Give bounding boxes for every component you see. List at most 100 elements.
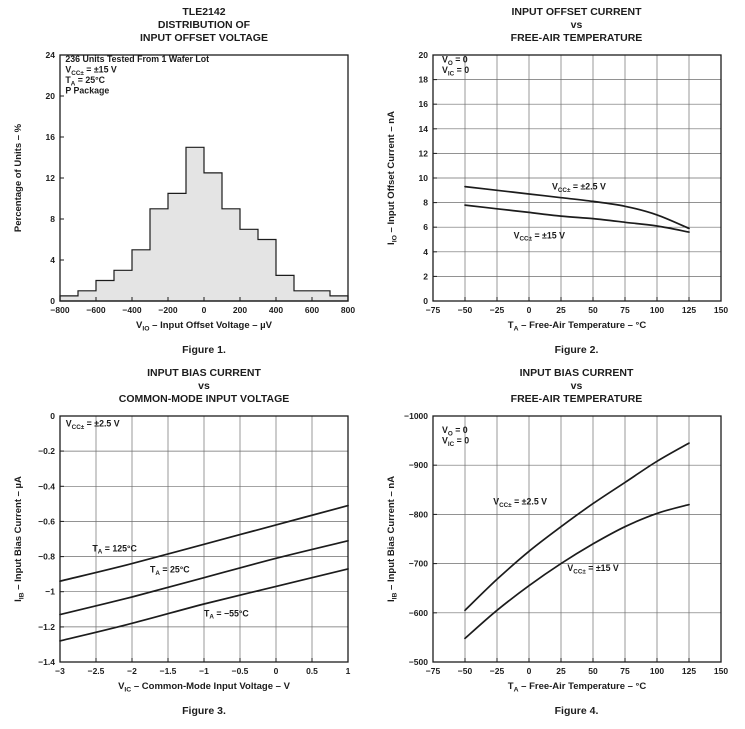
svg-text:16: 16 <box>418 99 428 109</box>
svg-text:VIC = 0: VIC = 0 <box>442 436 469 448</box>
svg-text:8: 8 <box>50 214 55 224</box>
svg-text:50: 50 <box>588 666 598 676</box>
svg-text:0: 0 <box>50 411 55 421</box>
svg-text:50: 50 <box>588 305 598 315</box>
figure-title-line: vs <box>570 19 583 31</box>
svg-text:VCC± = ±2.5 V: VCC± = ±2.5 V <box>66 419 120 431</box>
svg-text:18: 18 <box>418 75 428 85</box>
svg-text:0.5: 0.5 <box>306 666 318 676</box>
svg-text:2: 2 <box>423 271 428 281</box>
svg-text:150: 150 <box>713 305 727 315</box>
svg-text:20: 20 <box>46 91 56 101</box>
figure-2-title: INPUT OFFSET CURRENT vs FREE-AIR TEMPERA… <box>381 6 737 45</box>
figure-title-line: TLE2142 <box>182 6 226 18</box>
svg-text:VO = 0: VO = 0 <box>442 54 468 66</box>
svg-text:0: 0 <box>202 305 207 315</box>
svg-text:VCC± = ±15 V: VCC± = ±15 V <box>65 65 117 77</box>
svg-text:TA = −55°C: TA = −55°C <box>204 608 249 620</box>
svg-text:−25: −25 <box>489 305 504 315</box>
svg-text:20: 20 <box>418 50 428 60</box>
svg-text:−0.8: −0.8 <box>38 552 55 562</box>
figure-4-title: INPUT BIAS CURRENT vs FREE-AIR TEMPERATU… <box>381 367 737 406</box>
svg-text:800: 800 <box>341 305 355 315</box>
svg-text:VCC± = ±2.5 V: VCC± = ±2.5 V <box>552 182 606 194</box>
figure-title-line: FREE-AIR TEMPERATURE <box>510 393 643 405</box>
svg-text:−75: −75 <box>425 305 440 315</box>
figure-title-line: INPUT BIAS CURRENT <box>147 367 261 379</box>
figure-title-line: FREE-AIR TEMPERATURE <box>510 32 643 44</box>
svg-text:VCC± = ±2.5 V: VCC± = ±2.5 V <box>493 497 547 509</box>
svg-text:VIC = 0: VIC = 0 <box>442 65 469 77</box>
svg-text:−0.5: −0.5 <box>232 666 249 676</box>
svg-text:−2.5: −2.5 <box>88 666 105 676</box>
svg-text:−1.2: −1.2 <box>38 622 55 632</box>
svg-text:100: 100 <box>649 666 663 676</box>
figure-4-input-bias-current-vs-temperature: INPUT BIAS CURRENT vs FREE-AIR TEMPERATU… <box>372 367 745 729</box>
svg-text:12: 12 <box>418 148 428 158</box>
svg-text:200: 200 <box>233 305 247 315</box>
figure-2-input-offset-current-vs-temperature: INPUT OFFSET CURRENT vs FREE-AIR TEMPERA… <box>372 6 745 367</box>
svg-text:P Package: P Package <box>65 86 109 96</box>
svg-text:−50: −50 <box>457 666 472 676</box>
svg-text:236 Units Tested From 1 Wafer: 236 Units Tested From 1 Wafer Lot <box>65 54 209 64</box>
svg-text:−800: −800 <box>408 509 427 519</box>
svg-text:−500: −500 <box>408 657 427 667</box>
figure-1-input-offset-voltage-distribution: TLE2142 DISTRIBUTION OF INPUT OFFSET VOL… <box>0 6 372 367</box>
svg-text:−0.2: −0.2 <box>38 446 55 456</box>
figure-title-line: COMMON-MODE INPUT VOLTAGE <box>118 393 290 405</box>
svg-text:IIB – Input Bias Current – nA: IIB – Input Bias Current – nA <box>386 476 398 602</box>
svg-text:14: 14 <box>418 124 428 134</box>
svg-text:−600: −600 <box>86 305 105 315</box>
svg-text:TA – Free-Air Temperature – °C: TA – Free-Air Temperature – °C <box>507 681 646 693</box>
svg-text:−0.6: −0.6 <box>38 516 55 526</box>
svg-text:−400: −400 <box>122 305 141 315</box>
svg-text:VIC – Common-Mode Input Voltag: VIC – Common-Mode Input Voltage – V <box>118 681 291 693</box>
svg-text:0: 0 <box>50 296 55 306</box>
svg-text:VCC± = ±15 V: VCC± = ±15 V <box>567 563 619 575</box>
svg-text:TA = 25°C: TA = 25°C <box>65 75 105 87</box>
svg-text:4: 4 <box>423 247 428 257</box>
svg-text:0: 0 <box>526 305 531 315</box>
figure-3-caption: Figure 3. <box>182 705 226 717</box>
svg-text:−600: −600 <box>408 608 427 618</box>
svg-text:−0.4: −0.4 <box>38 481 55 491</box>
svg-text:25: 25 <box>556 666 566 676</box>
svg-text:−700: −700 <box>408 559 427 569</box>
svg-text:−900: −900 <box>408 460 427 470</box>
figure-1-caption: Figure 1. <box>182 344 226 356</box>
svg-text:TA = 25°C: TA = 25°C <box>150 564 190 576</box>
svg-text:125: 125 <box>681 305 695 315</box>
svg-text:100: 100 <box>649 305 663 315</box>
svg-text:0: 0 <box>526 666 531 676</box>
svg-text:−1.5: −1.5 <box>160 666 177 676</box>
svg-text:Percentage of Units – %: Percentage of Units – % <box>13 123 24 232</box>
figure-title-line: DISTRIBUTION OF <box>157 19 251 31</box>
svg-text:24: 24 <box>46 50 56 60</box>
svg-text:IIB – Input Bias Current – µA: IIB – Input Bias Current – µA <box>13 476 25 602</box>
svg-text:12: 12 <box>46 173 56 183</box>
svg-text:−2: −2 <box>127 666 137 676</box>
svg-text:75: 75 <box>620 305 630 315</box>
svg-text:16: 16 <box>46 132 56 142</box>
svg-text:VO = 0: VO = 0 <box>442 425 468 437</box>
svg-text:−3: −3 <box>55 666 65 676</box>
svg-text:1: 1 <box>346 666 351 676</box>
svg-text:−200: −200 <box>158 305 177 315</box>
figure-4-plot: −75 −50 −25 0 25 50 75 100 125 150 −1000 −900 −800 −7… <box>386 411 728 693</box>
svg-text:150: 150 <box>713 666 727 676</box>
svg-text:8: 8 <box>423 198 428 208</box>
figure-3-input-bias-current-vs-common-mode-voltage: INPUT BIAS CURRENT vs COMMON-MODE INPUT … <box>0 367 372 729</box>
figure-title-line: vs <box>570 380 583 392</box>
svg-text:−1: −1 <box>199 666 209 676</box>
figure-title-line: INPUT BIAS CURRENT <box>519 367 634 379</box>
figure-title-line: INPUT OFFSET CURRENT <box>511 6 642 18</box>
figure-3-title: INPUT BIAS CURRENT vs COMMON-MODE INPUT … <box>8 367 364 406</box>
svg-text:0: 0 <box>274 666 279 676</box>
figure-1-title: TLE2142 DISTRIBUTION OF INPUT OFFSET VOL… <box>8 6 364 45</box>
figure-1-plot: −800 −600 −400 −200 0 200 400 600 800 0 4 8 12 16 20 24… <box>13 50 355 332</box>
figure-title-line: vs <box>198 380 210 392</box>
svg-text:TA – Free-Air Temperature – °C: TA – Free-Air Temperature – °C <box>507 320 646 332</box>
svg-text:−75: −75 <box>425 666 440 676</box>
svg-text:−1000: −1000 <box>404 411 428 421</box>
